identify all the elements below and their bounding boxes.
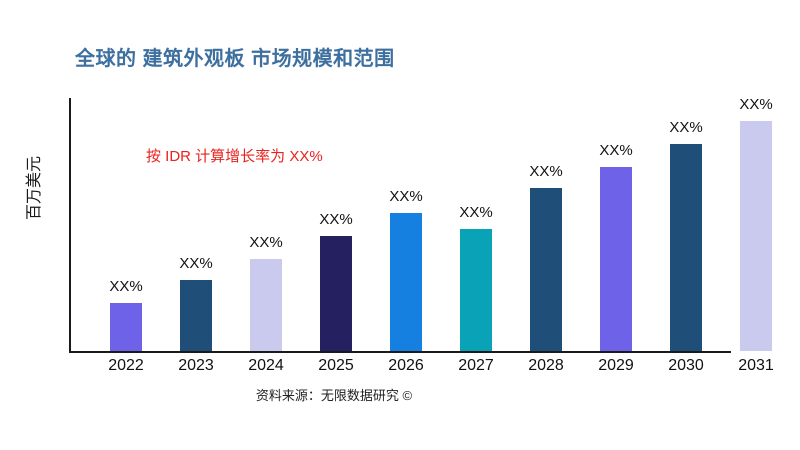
x-tick-label-2029: 2029 [598,357,634,374]
x-tick-label-2025: 2025 [318,357,354,374]
x-tick-label-2027: 2027 [458,357,494,374]
y-axis-label: 百万美元 [26,155,43,221]
x-tick-label-2022: 2022 [108,357,144,374]
bar-value-label-2026: XX% [389,188,423,205]
bar-2027 [460,229,492,351]
bar-2030 [670,144,702,351]
bar-value-label-2031: XX% [739,96,773,113]
bar-value-label-2027: XX% [459,204,493,221]
x-tick-label-2024: 2024 [248,357,284,374]
bar-value-label-2023: XX% [179,255,213,272]
x-tick-label-2031: 2031 [738,357,774,374]
x-tick-label-2030: 2030 [668,357,704,374]
x-tick-label-2026: 2026 [388,357,424,374]
x-tick-label-2028: 2028 [528,357,564,374]
bar-2023 [180,280,212,351]
y-axis-line [69,98,71,353]
bar-value-label-2022: XX% [109,278,143,295]
bar-value-label-2025: XX% [319,211,353,228]
bar-2025 [320,236,352,351]
bar-value-label-2028: XX% [529,163,563,180]
bar-value-label-2029: XX% [599,142,633,159]
x-axis-line [69,351,731,353]
bar-2029 [600,167,632,351]
bar-2022 [110,303,142,351]
chart-title: 全球的 建筑外观板 市场规模和范围 [75,48,395,70]
bar-value-label-2024: XX% [249,234,283,251]
growth-rate-annotation: 按 IDR 计算增长率为 XX% [146,148,323,165]
x-tick-label-2023: 2023 [178,357,214,374]
bar-2026 [390,213,422,351]
bar-2031 [740,121,772,351]
bar-2028 [530,188,562,351]
source-caption: 资料来源：无限数据研究 © [255,388,413,403]
bar-2024 [250,259,282,351]
bar-value-label-2030: XX% [669,119,703,136]
